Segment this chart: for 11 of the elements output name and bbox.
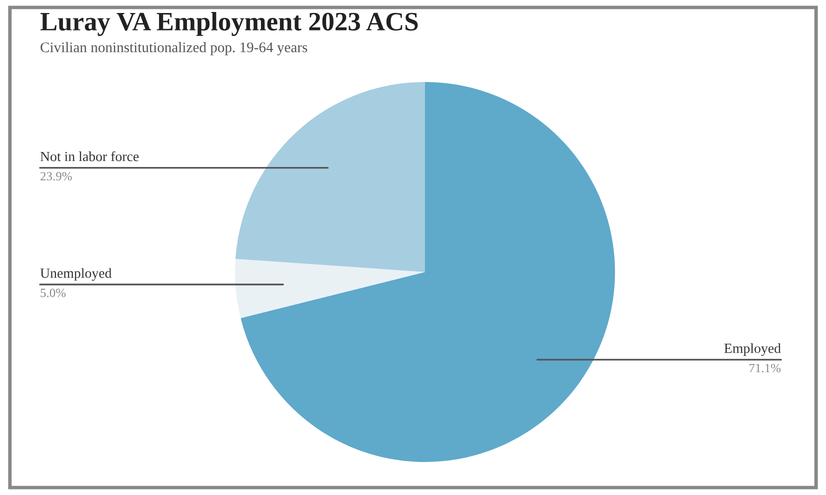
- slice-label: Unemployed: [40, 268, 112, 281]
- slice-label: Not in labor force: [40, 151, 139, 162]
- pie-slice: [240, 82, 615, 462]
- slice-label: Employed: [724, 343, 781, 356]
- data-label: 23.9%: [40, 172, 72, 180]
- data-label: 71.1%: [750, 364, 781, 372]
- pie-slice: [235, 82, 425, 272]
- chart-subtitle: Civilian noninstitutionalized pop. 19-64 years: [40, 42, 308, 56]
- pie-slice: [235, 258, 425, 318]
- chart-title: Luray VA Employment 2023 ACS: [40, 12, 418, 36]
- data-label: 5.0%: [40, 288, 66, 298]
